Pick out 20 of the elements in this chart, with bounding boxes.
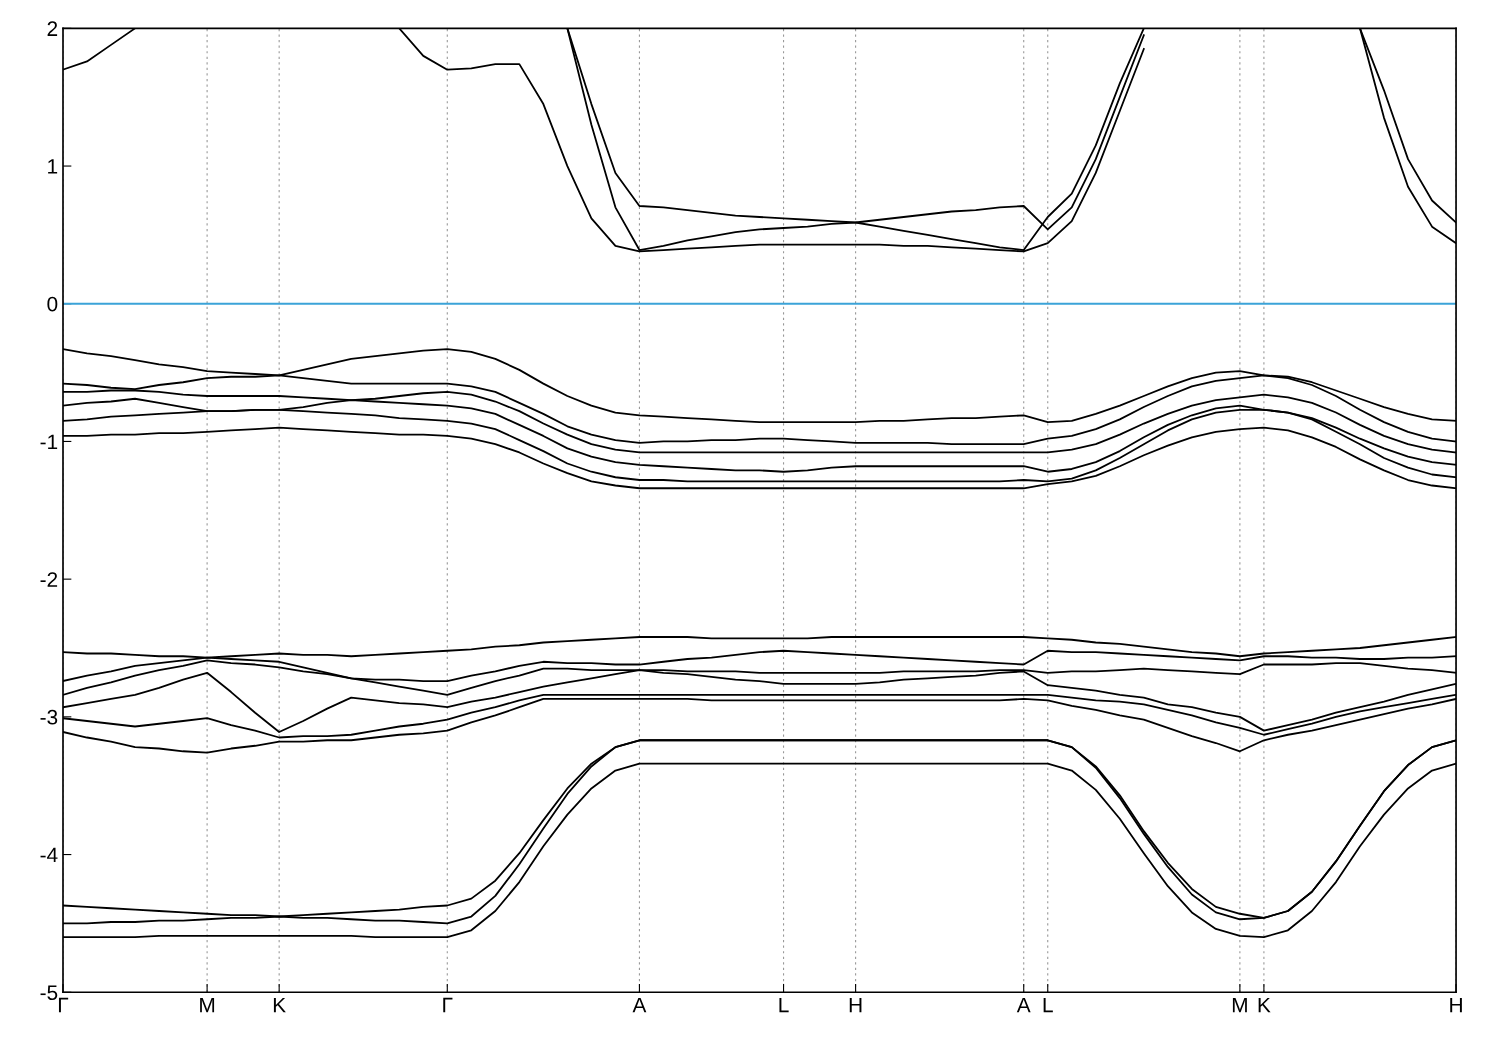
y-tick-label: 2 (47, 21, 58, 36)
x-tick-label: Γ (58, 997, 69, 1013)
y-tick-label: -1 (40, 434, 58, 449)
x-tick-label: K (273, 997, 286, 1013)
x-tick-label: H (1450, 997, 1462, 1013)
x-tick-label: A (632, 997, 647, 1013)
y-tick-label: -5 (40, 985, 58, 1000)
x-tick-label: A (1016, 997, 1031, 1013)
y-tick-label: 0 (47, 296, 58, 312)
x-tick-label: L (779, 997, 789, 1013)
y-tick-label: -4 (40, 847, 58, 863)
y-tick-label: -3 (40, 709, 58, 725)
x-tick-label: M (200, 997, 215, 1013)
y-tick-label: 1 (48, 159, 58, 174)
x-tick-label: Γ (443, 997, 453, 1013)
x-tick-label: L (1043, 997, 1053, 1013)
x-tick-label: M (1232, 997, 1247, 1013)
x-tick-label: K (1258, 997, 1271, 1013)
x-tick-label: H (849, 997, 862, 1013)
y-tick-label: -2 (40, 572, 58, 587)
